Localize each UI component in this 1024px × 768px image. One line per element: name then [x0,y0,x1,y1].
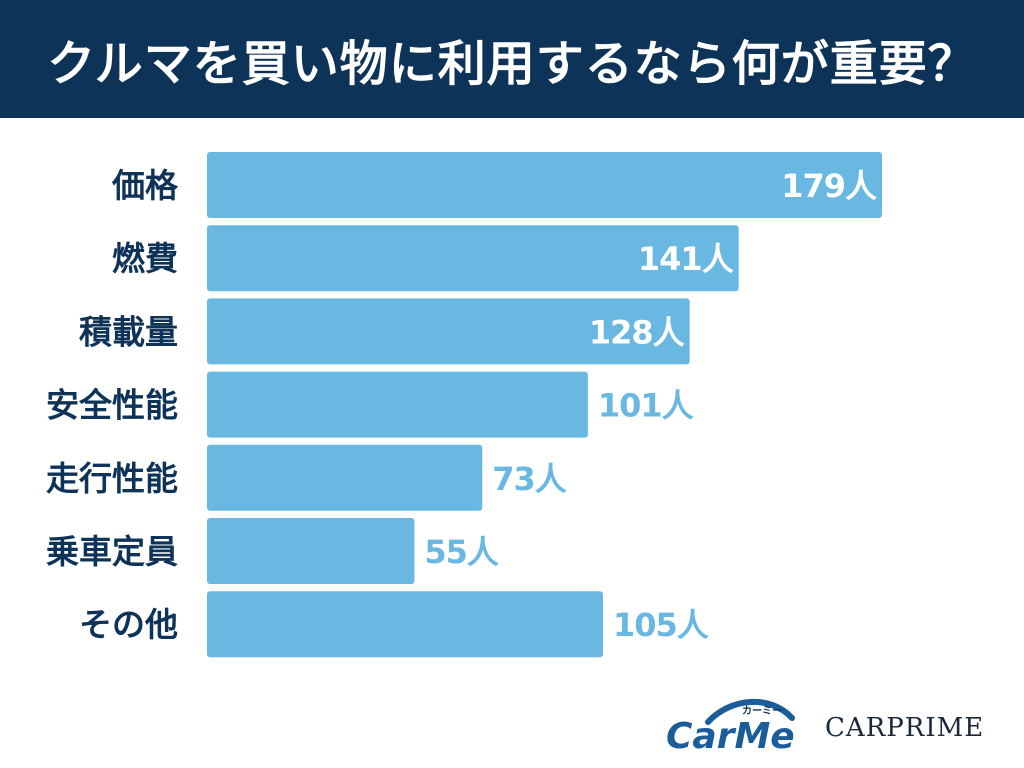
value-label: 55人 [424,533,499,571]
value-label: 101人 [598,387,694,425]
bar-1 [207,152,882,218]
car-roof-swoosh [705,698,795,725]
category-label: 走行性能 [46,459,178,498]
value-label: 179人 [781,167,877,205]
bar-6 [207,518,415,584]
logo-area: カーミー CarMe CARPRIME [666,698,984,757]
bar-4 [207,371,588,438]
carme-wordmark: CarMe [666,716,795,757]
bar-3 [207,298,690,365]
chart-title: クルマを買い物に利用するなら何が重要？ [47,36,977,92]
category-label: 燃費 [112,239,178,278]
bar-5 [207,444,483,511]
bar-2 [207,225,739,292]
category-label: 安全性能 [46,386,178,425]
category-label: 積載量 [79,312,178,351]
value-label: 128人 [589,313,685,351]
category-label: 価格 [111,166,179,205]
bar-7 [207,591,603,658]
value-label: 73人 [492,460,567,498]
category-label: 乗車定員 [46,532,178,571]
category-label: その他 [79,605,178,644]
carme-kana: カーミー [742,705,782,717]
carprime-wordmark: CARPRIME [825,713,984,743]
carme-logo: カーミー CarMe [666,698,795,757]
title-banner: クルマを買い物に利用するなら何が重要？ [0,0,1024,118]
value-label: 141人 [638,240,734,278]
value-label: 105人 [613,606,709,644]
